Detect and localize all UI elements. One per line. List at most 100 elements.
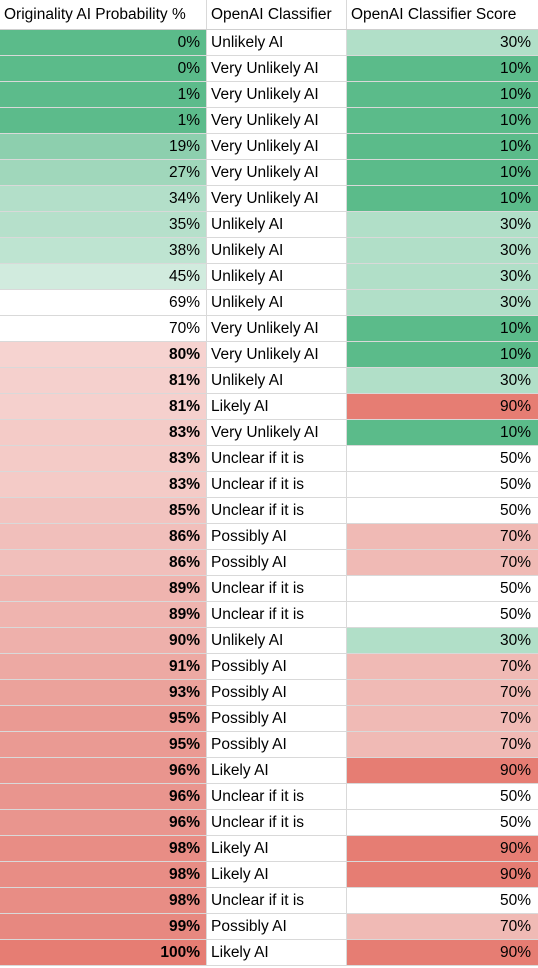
score-cell[interactable]: 50% — [347, 810, 538, 835]
classifier-cell[interactable]: Possibly AI — [207, 654, 347, 679]
score-cell[interactable]: 70% — [347, 732, 538, 757]
probability-cell[interactable]: 83% — [0, 420, 207, 445]
probability-cell[interactable]: 96% — [0, 784, 207, 809]
classifier-cell[interactable]: Unclear if it is — [207, 498, 347, 523]
classifier-cell[interactable]: Possibly AI — [207, 914, 347, 939]
probability-cell[interactable]: 98% — [0, 836, 207, 861]
classifier-cell[interactable]: Possibly AI — [207, 524, 347, 549]
classifier-cell[interactable]: Unlikely AI — [207, 238, 347, 263]
classifier-cell[interactable]: Possibly AI — [207, 732, 347, 757]
score-cell[interactable]: 50% — [347, 472, 538, 497]
probability-cell[interactable]: 93% — [0, 680, 207, 705]
classifier-cell[interactable]: Very Unlikely AI — [207, 82, 347, 107]
classifier-cell[interactable]: Very Unlikely AI — [207, 56, 347, 81]
score-cell[interactable]: 90% — [347, 862, 538, 887]
probability-cell[interactable]: 70% — [0, 316, 207, 341]
score-cell[interactable]: 90% — [347, 758, 538, 783]
classifier-cell[interactable]: Likely AI — [207, 758, 347, 783]
score-cell[interactable]: 10% — [347, 420, 538, 445]
score-cell[interactable]: 30% — [347, 290, 538, 315]
probability-cell[interactable]: 86% — [0, 524, 207, 549]
classifier-cell[interactable]: Unclear if it is — [207, 810, 347, 835]
classifier-cell[interactable]: Likely AI — [207, 862, 347, 887]
probability-cell[interactable]: 38% — [0, 238, 207, 263]
probability-cell[interactable]: 81% — [0, 394, 207, 419]
probability-cell[interactable]: 96% — [0, 758, 207, 783]
classifier-cell[interactable]: Very Unlikely AI — [207, 134, 347, 159]
probability-cell[interactable]: 83% — [0, 472, 207, 497]
score-cell[interactable]: 30% — [347, 628, 538, 653]
probability-cell[interactable]: 35% — [0, 212, 207, 237]
score-cell[interactable]: 10% — [347, 186, 538, 211]
classifier-cell[interactable]: Very Unlikely AI — [207, 186, 347, 211]
classifier-cell[interactable]: Likely AI — [207, 836, 347, 861]
score-cell[interactable]: 10% — [347, 82, 538, 107]
probability-cell[interactable]: 19% — [0, 134, 207, 159]
score-cell[interactable]: 70% — [347, 654, 538, 679]
classifier-cell[interactable]: Very Unlikely AI — [207, 342, 347, 367]
probability-cell[interactable]: 1% — [0, 82, 207, 107]
probability-cell[interactable]: 86% — [0, 550, 207, 575]
probability-cell[interactable]: 100% — [0, 940, 207, 965]
probability-cell[interactable]: 89% — [0, 576, 207, 601]
score-cell[interactable]: 50% — [347, 498, 538, 523]
score-cell[interactable]: 30% — [347, 30, 538, 55]
classifier-cell[interactable]: Unlikely AI — [207, 30, 347, 55]
score-cell[interactable]: 50% — [347, 602, 538, 627]
score-cell[interactable]: 30% — [347, 212, 538, 237]
classifier-cell[interactable]: Unclear if it is — [207, 602, 347, 627]
probability-cell[interactable]: 45% — [0, 264, 207, 289]
probability-cell[interactable]: 95% — [0, 706, 207, 731]
classifier-cell[interactable]: Unlikely AI — [207, 264, 347, 289]
score-cell[interactable]: 70% — [347, 680, 538, 705]
probability-cell[interactable]: 69% — [0, 290, 207, 315]
probability-cell[interactable]: 95% — [0, 732, 207, 757]
score-cell[interactable]: 70% — [347, 550, 538, 575]
header-openai-classifier-score[interactable]: OpenAI Classifier Score — [351, 6, 517, 23]
probability-cell[interactable]: 81% — [0, 368, 207, 393]
score-cell[interactable]: 50% — [347, 888, 538, 913]
probability-cell[interactable]: 34% — [0, 186, 207, 211]
probability-cell[interactable]: 90% — [0, 628, 207, 653]
header-openai-classifier[interactable]: OpenAI Classifier — [207, 0, 347, 29]
classifier-cell[interactable]: Unclear if it is — [207, 472, 347, 497]
score-cell[interactable]: 50% — [347, 784, 538, 809]
probability-cell[interactable]: 83% — [0, 446, 207, 471]
score-cell[interactable]: 10% — [347, 160, 538, 185]
classifier-cell[interactable]: Possibly AI — [207, 550, 347, 575]
score-cell[interactable]: 70% — [347, 914, 538, 939]
score-cell[interactable]: 90% — [347, 940, 538, 965]
probability-cell[interactable]: 0% — [0, 56, 207, 81]
score-cell[interactable]: 90% — [347, 836, 538, 861]
classifier-cell[interactable]: Likely AI — [207, 394, 347, 419]
probability-cell[interactable]: 1% — [0, 108, 207, 133]
probability-cell[interactable]: 98% — [0, 888, 207, 913]
classifier-cell[interactable]: Unlikely AI — [207, 290, 347, 315]
probability-cell[interactable]: 27% — [0, 160, 207, 185]
classifier-cell[interactable]: Unlikely AI — [207, 212, 347, 237]
classifier-cell[interactable]: Unlikely AI — [207, 368, 347, 393]
classifier-cell[interactable]: Likely AI — [207, 940, 347, 965]
probability-cell[interactable]: 85% — [0, 498, 207, 523]
score-cell[interactable]: 90% — [347, 394, 538, 419]
score-cell[interactable]: 30% — [347, 264, 538, 289]
score-cell[interactable]: 70% — [347, 706, 538, 731]
probability-cell[interactable]: 91% — [0, 654, 207, 679]
score-cell[interactable]: 10% — [347, 134, 538, 159]
classifier-cell[interactable]: Very Unlikely AI — [207, 420, 347, 445]
score-cell[interactable]: 50% — [347, 576, 538, 601]
classifier-cell[interactable]: Unclear if it is — [207, 576, 347, 601]
classifier-cell[interactable]: Unclear if it is — [207, 888, 347, 913]
classifier-cell[interactable]: Unclear if it is — [207, 446, 347, 471]
score-cell[interactable]: 10% — [347, 316, 538, 341]
probability-cell[interactable]: 89% — [0, 602, 207, 627]
score-cell[interactable]: 30% — [347, 238, 538, 263]
score-cell[interactable]: 50% — [347, 446, 538, 471]
probability-cell[interactable]: 98% — [0, 862, 207, 887]
classifier-cell[interactable]: Very Unlikely AI — [207, 316, 347, 341]
classifier-cell[interactable]: Possibly AI — [207, 680, 347, 705]
score-cell[interactable]: 10% — [347, 108, 538, 133]
classifier-cell[interactable]: Possibly AI — [207, 706, 347, 731]
score-cell[interactable]: 30% — [347, 368, 538, 393]
header-originality-probability[interactable]: Originality AI Probability % — [0, 0, 207, 29]
